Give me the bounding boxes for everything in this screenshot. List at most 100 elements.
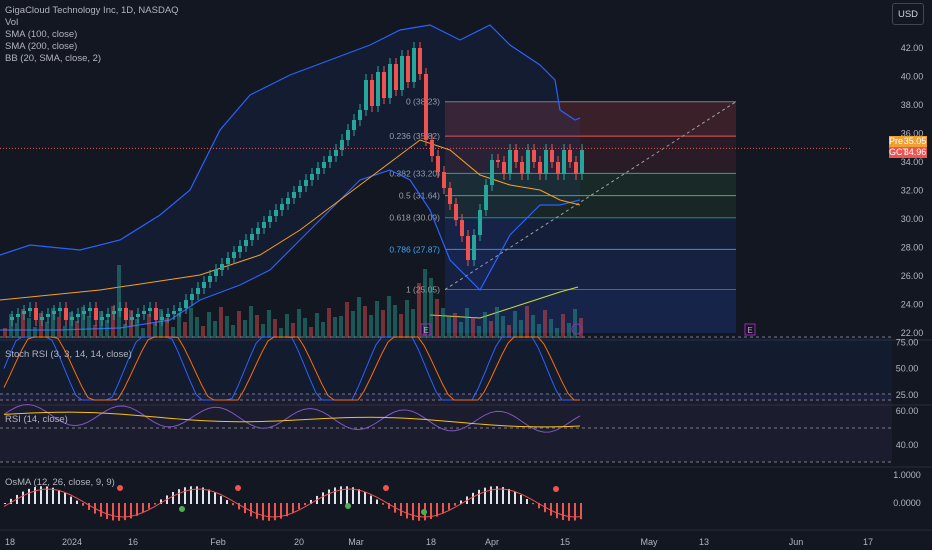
premarket-value: 35.05	[903, 136, 927, 147]
osma-bar	[82, 503, 84, 506]
time-axis-label: 13	[699, 537, 709, 547]
candle-body	[76, 314, 80, 317]
osma-bar	[412, 503, 414, 521]
rsi-label[interactable]: RSI (14, close)	[5, 414, 68, 425]
candle-body	[544, 150, 548, 174]
legend-sma-100[interactable]: SMA (100, close)	[5, 29, 78, 40]
candle-body	[148, 308, 152, 311]
candle-body	[238, 246, 242, 252]
volume-bar	[165, 318, 169, 338]
sma-100-line	[429, 286, 579, 319]
candle-body	[202, 282, 206, 288]
candle-body	[448, 188, 452, 204]
osma-bar	[184, 487, 186, 504]
osma-bar	[178, 489, 180, 504]
osma-bar	[214, 492, 216, 504]
osma-bar	[22, 491, 24, 504]
osma-bar	[100, 503, 102, 517]
volume-bar	[537, 324, 541, 338]
volume-bar	[93, 325, 97, 338]
volume-bar	[303, 318, 307, 338]
volume-bar	[297, 309, 301, 338]
candle-body	[298, 186, 302, 192]
volume-bar	[351, 311, 355, 338]
candle-body	[412, 48, 416, 82]
candle-body	[232, 252, 236, 258]
candle-body	[352, 120, 356, 130]
rsi-line	[3, 404, 581, 433]
legend-sma-200[interactable]: SMA (200, close)	[5, 41, 78, 52]
fib-label: 0.382 (33.20)	[389, 168, 440, 178]
osma-bar	[460, 500, 462, 504]
volume-bar	[405, 300, 409, 338]
candle-body	[82, 311, 86, 314]
osma-cross-dot	[345, 503, 351, 509]
candle-body	[286, 198, 290, 204]
volume-bar	[441, 308, 445, 338]
candle-body	[274, 210, 278, 216]
volume-bar	[429, 278, 433, 338]
osma-bar	[448, 503, 450, 510]
candle-body	[484, 185, 488, 210]
candle-body	[64, 308, 68, 320]
volume-bar	[225, 316, 229, 338]
premarket-key: Pre	[889, 136, 904, 147]
candle-body	[520, 162, 524, 174]
volume-bar	[339, 316, 343, 338]
osma-bar	[400, 503, 402, 516]
volume-bar	[183, 322, 187, 338]
osma-bar	[490, 486, 492, 504]
volume-bar	[99, 311, 103, 338]
osma-bar	[484, 487, 486, 504]
volume-bar	[201, 326, 205, 338]
osma-bar	[454, 503, 456, 506]
candle-body	[28, 308, 32, 311]
osma-bar	[46, 486, 48, 504]
volume-bar	[279, 328, 283, 338]
volume-bar	[27, 318, 31, 338]
osma-bar	[4, 503, 6, 504]
osma-label[interactable]: OsMA (12, 26, close, 9, 9)	[5, 477, 115, 488]
candle-body	[262, 222, 266, 228]
osma-bar	[196, 486, 198, 504]
candle-body	[124, 308, 128, 320]
price-axis-label: 30.00	[901, 214, 924, 224]
volume-bar	[465, 308, 469, 338]
volume-bar	[189, 308, 193, 338]
time-axis-label: Jun	[789, 537, 804, 547]
fib-label: 0.5 (31.64)	[399, 191, 440, 201]
candle-body	[328, 156, 332, 162]
legend-volume[interactable]: Vol	[5, 17, 19, 28]
osma-bar	[442, 503, 444, 514]
osma-bar	[172, 491, 174, 504]
osma-bar	[538, 503, 540, 509]
osma-cross-dot	[383, 485, 389, 491]
stoch-rsi-label[interactable]: Stoch RSI (3, 3, 14, 14, close)	[5, 349, 132, 360]
candle-body	[454, 204, 458, 220]
osma-bar	[52, 487, 54, 504]
currency-button[interactable]: USD	[892, 3, 924, 25]
volume-bar	[291, 323, 295, 338]
osma-bar	[376, 499, 378, 504]
price-axis-label: 38.00	[901, 100, 924, 110]
osma-bar	[64, 492, 66, 504]
fib-label: 0.618 (30.09)	[389, 213, 440, 223]
volume-bar	[243, 320, 247, 338]
osma-bar	[70, 496, 72, 504]
volume-bar	[333, 317, 337, 338]
symbol-title[interactable]: GigaCloud Technology Inc, 1D, NASDAQ	[5, 5, 179, 16]
fib-zone	[445, 249, 736, 290]
dividend-icon	[571, 323, 583, 335]
candle-body	[184, 300, 188, 308]
volume-bar	[363, 306, 367, 338]
stoch-d-line	[3, 336, 580, 401]
volume-bar	[171, 327, 175, 338]
legend-bollinger-bands[interactable]: BB (20, SMA, close, 2)	[5, 53, 102, 64]
osma-bar	[334, 487, 336, 504]
candle-body	[16, 314, 20, 317]
candle-body	[142, 311, 146, 314]
time-axis-label: Mar	[348, 537, 364, 547]
volume-bar	[507, 325, 511, 338]
candle-body	[196, 288, 200, 294]
